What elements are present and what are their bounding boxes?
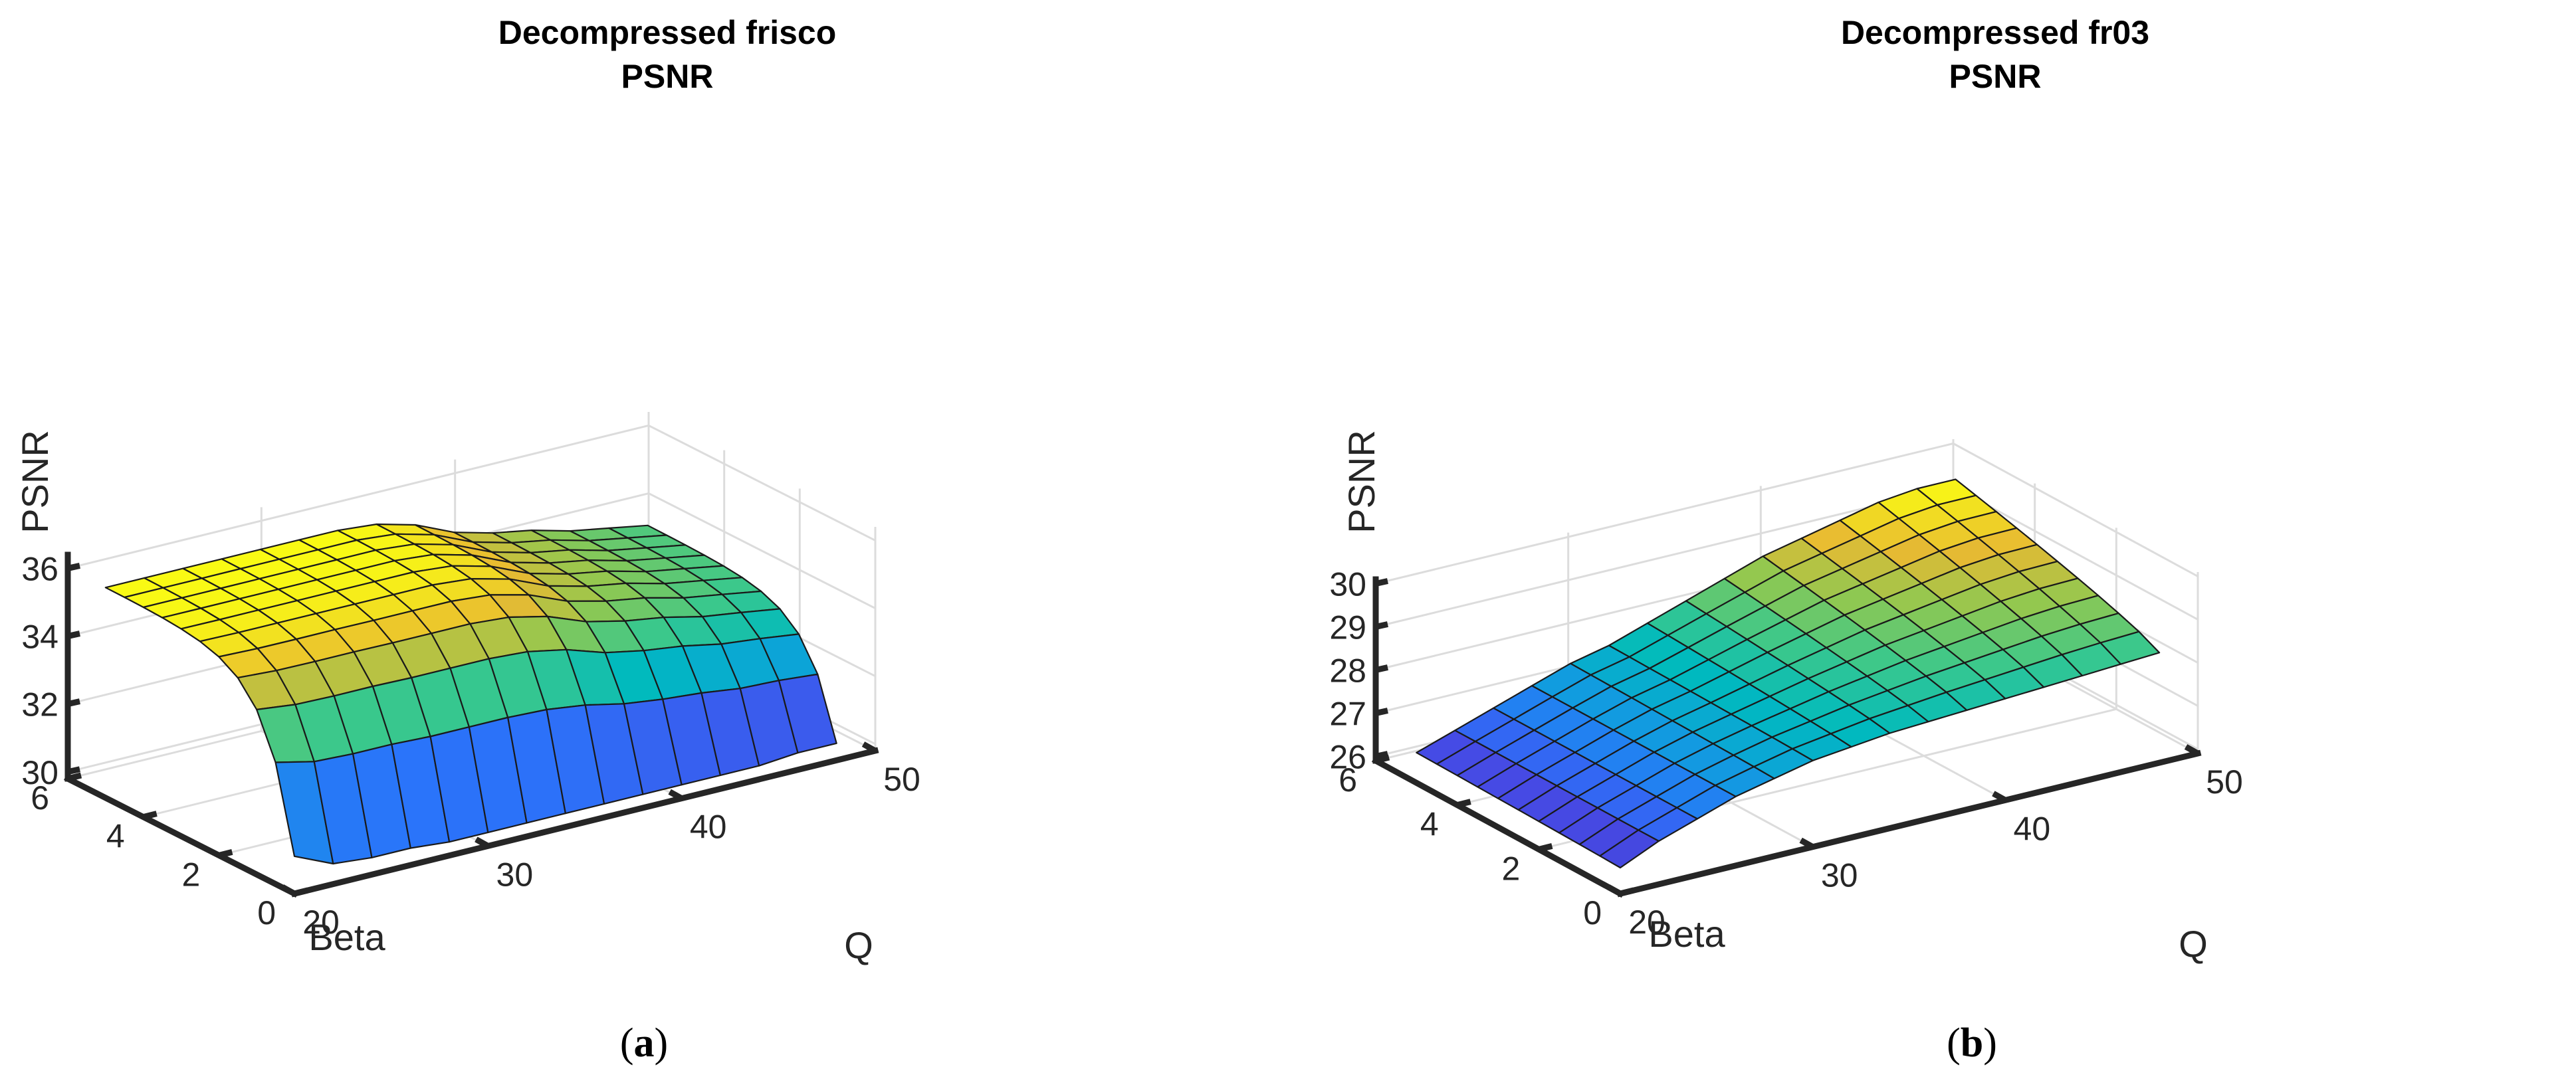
z-tick-label: 30 bbox=[21, 754, 58, 791]
chart-title-line2: PSNR bbox=[621, 58, 714, 95]
y-axis-label: Beta bbox=[308, 916, 385, 958]
x-tick-mark bbox=[1992, 791, 2007, 803]
z-tick-mark bbox=[67, 766, 80, 775]
z-tick-label: 30 bbox=[1329, 566, 1366, 603]
y-tick-label: 6 bbox=[31, 779, 49, 817]
z-tick-label: 29 bbox=[1329, 609, 1366, 646]
x-axis-line bbox=[290, 747, 879, 898]
z-tick-mark bbox=[1375, 708, 1388, 716]
x-tick-label: 30 bbox=[496, 856, 534, 893]
z-tick-label: 32 bbox=[21, 686, 58, 724]
z-axis-label: PSNR bbox=[1341, 430, 1382, 534]
y-tick-mark bbox=[1456, 799, 1471, 809]
chart-title-line1: Decompressed fr03 bbox=[1841, 14, 2149, 51]
y-tick-label: 2 bbox=[1502, 850, 1521, 887]
axes-b: 26 27 28 29 30 0 2 4 6 20 30 40 50 bbox=[1329, 566, 2242, 941]
z-tick-mark bbox=[1375, 621, 1388, 630]
x-tick-mark bbox=[861, 741, 877, 753]
caption-a: (a) bbox=[620, 1021, 668, 1066]
grid-line bbox=[1953, 486, 2199, 621]
y-tick-label: 0 bbox=[1583, 894, 1602, 931]
y-tick-label: 0 bbox=[257, 894, 276, 931]
y-axis-line bbox=[1371, 756, 1625, 898]
z-tick-mark bbox=[67, 563, 80, 571]
z-tick-mark bbox=[1375, 664, 1388, 673]
chart-panel-b: 26 27 28 29 30 0 2 4 6 20 30 40 50 Decompressed fr03… bbox=[1288, 0, 2576, 1075]
caption-letter: a bbox=[634, 1021, 655, 1066]
y-axis-line bbox=[63, 774, 299, 898]
y-tick-mark bbox=[142, 811, 158, 821]
grid-line bbox=[648, 492, 876, 609]
y-tick-label: 2 bbox=[182, 856, 201, 893]
caption-label: (b) bbox=[1947, 1021, 1997, 1066]
x-tick-mark bbox=[1606, 884, 1622, 896]
surface-cell bbox=[778, 673, 837, 754]
chart-panel-a: 30 32 34 36 0 2 4 6 20 30 40 50 Decompressed frisco… bbox=[14, 14, 920, 1066]
z-axis-label: PSNR bbox=[14, 430, 56, 534]
y-tick-mark bbox=[218, 848, 233, 858]
z-tick-mark bbox=[67, 698, 80, 708]
y-axis-label: Beta bbox=[1648, 913, 1725, 955]
grid-line bbox=[1953, 442, 2199, 577]
z-tick-mark bbox=[67, 631, 80, 639]
grid-line bbox=[648, 425, 876, 541]
y-tick-label: 4 bbox=[106, 818, 125, 855]
z-tick-label: 27 bbox=[1329, 696, 1366, 733]
grid-line bbox=[67, 424, 649, 569]
y-tick-mark bbox=[293, 887, 309, 897]
y-tick-mark bbox=[1538, 842, 1553, 852]
x-tick-label: 30 bbox=[1821, 857, 1858, 894]
surface-a bbox=[104, 523, 837, 865]
x-axis-line bbox=[1616, 749, 2202, 898]
x-tick-mark bbox=[668, 789, 683, 801]
z-tick-label: 28 bbox=[1329, 652, 1366, 690]
y-tick-mark bbox=[66, 772, 82, 782]
surface-b bbox=[1416, 478, 2161, 869]
y-tick-label: 4 bbox=[1420, 806, 1439, 843]
z-tick-mark bbox=[1375, 751, 1388, 759]
z-tick-mark bbox=[1375, 578, 1388, 587]
x-tick-label: 20 bbox=[1628, 904, 1665, 941]
x-tick-label: 50 bbox=[2206, 763, 2243, 801]
x-tick-mark bbox=[1799, 837, 1814, 850]
x-tick-mark bbox=[2184, 744, 2200, 756]
surface-cell bbox=[2099, 631, 2161, 665]
chart-title-line2: PSNR bbox=[1949, 58, 2042, 95]
x-axis-label: Q bbox=[2179, 923, 2208, 965]
y-tick-mark bbox=[1374, 754, 1390, 764]
x-axis-label: Q bbox=[844, 924, 873, 966]
grid-line bbox=[1375, 486, 1954, 628]
x-tick-label: 40 bbox=[2014, 810, 2051, 847]
grid-line bbox=[1375, 442, 1954, 585]
y-tick-label: 6 bbox=[1339, 761, 1357, 799]
surface-chart-b: 26 27 28 29 30 0 2 4 6 20 30 40 50 Decompressed fr03… bbox=[1329, 14, 2242, 1066]
z-tick-label: 36 bbox=[21, 550, 58, 587]
axes-a: 30 32 34 36 0 2 4 6 20 30 40 50 bbox=[21, 550, 920, 941]
caption-label: (a) bbox=[620, 1021, 668, 1066]
surface-chart-a: 30 32 34 36 0 2 4 6 20 30 40 50 Decompressed frisco… bbox=[14, 14, 920, 1066]
x-tick-label: 40 bbox=[690, 809, 727, 846]
x-tick-label: 20 bbox=[302, 904, 340, 941]
chart-title-line1: Decompressed frisco bbox=[498, 14, 837, 51]
caption-b: (b) bbox=[1947, 1021, 1997, 1066]
y-tick-mark bbox=[1619, 887, 1635, 897]
x-tick-label: 50 bbox=[883, 761, 920, 798]
x-tick-mark bbox=[475, 836, 490, 849]
x-tick-mark bbox=[280, 884, 296, 896]
z-tick-label: 26 bbox=[1329, 739, 1366, 776]
caption-letter: b bbox=[1961, 1021, 1983, 1066]
z-tick-label: 34 bbox=[21, 619, 58, 656]
